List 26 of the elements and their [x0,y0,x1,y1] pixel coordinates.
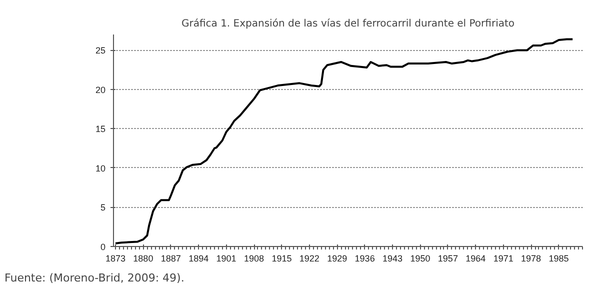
x-tick-label: 1936 [354,254,375,264]
y-tick-label: 25 [95,46,106,56]
x-tick-label: 1901 [216,254,236,264]
x-tick-label: 1908 [244,254,264,264]
x-tick-label: 1985 [548,254,569,264]
y-tick-label: 0 [100,242,106,252]
x-tick-label: 1887 [160,254,181,264]
x-tick-label: 1950 [410,254,430,264]
x-tick-label: 1929 [327,254,348,264]
x-tick-label: 1971 [493,254,514,264]
chart-title: Gráfica 1. Expansión de las vías del ferrocarril durante el Porfiriato [181,18,515,30]
x-tick-label: 1978 [521,254,542,264]
x-tick-label: 1894 [188,254,209,264]
x-tick-label: 1880 [133,254,154,264]
line-series [114,38,574,244]
x-tick-label: 1922 [299,254,320,264]
x-tick-label: 1957 [438,254,458,264]
y-tick-label: 20 [95,84,106,95]
x-tick-label: 1943 [382,254,403,264]
x-tick-label: 1873 [105,254,126,264]
y-tick-label: 15 [95,124,106,134]
y-tick-label: 5 [100,202,106,213]
y-tick-label: 10 [95,163,106,174]
x-tick-label: 1915 [272,254,292,264]
x-tick-label: 1964 [466,254,486,264]
source-note: Fuente: (Moreno-Brid, 2009: 49). [4,272,184,284]
